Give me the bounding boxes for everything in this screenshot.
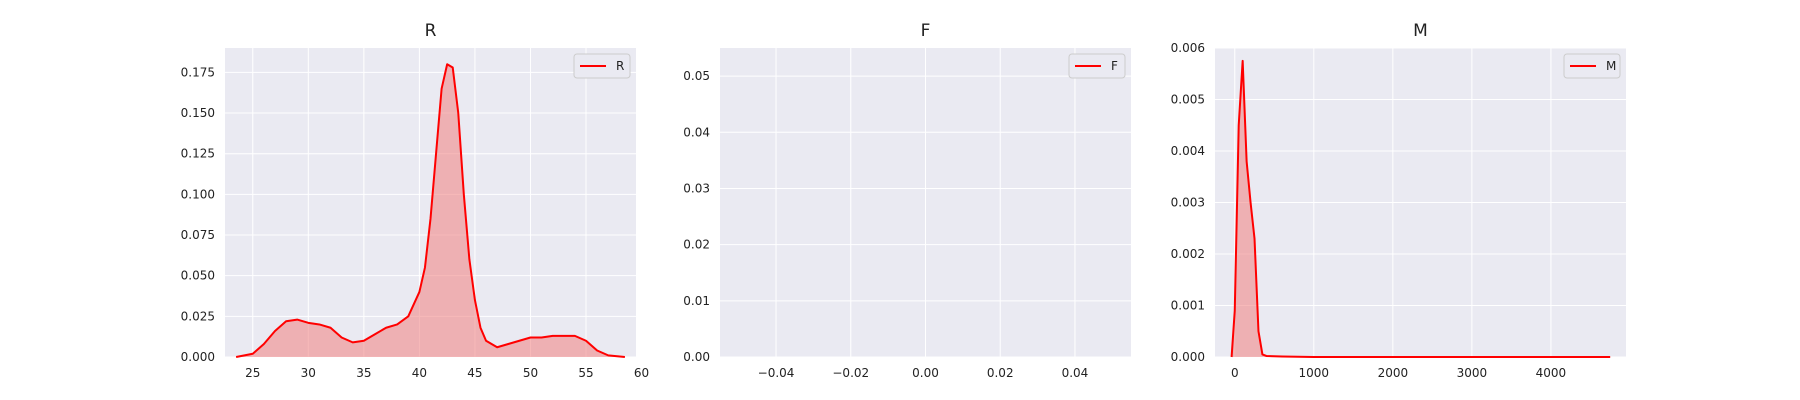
series-line-R bbox=[235, 63, 625, 358]
y-tick-label: 0.000 bbox=[181, 350, 215, 364]
series-line-M bbox=[1230, 59, 1611, 358]
x-tick-label: 55 bbox=[578, 366, 593, 380]
y-tick-label: 0.01 bbox=[683, 294, 710, 308]
x-tick-label: 45 bbox=[467, 366, 482, 380]
y-tick-label: 0.02 bbox=[683, 238, 710, 252]
x-tick-label: 40 bbox=[412, 366, 427, 380]
x-tick-label: 50 bbox=[523, 366, 538, 380]
y-tick-label: 0.002 bbox=[1171, 247, 1205, 261]
y-tick-label: 0.001 bbox=[1171, 299, 1205, 313]
y-tick-label: 0.006 bbox=[1171, 41, 1205, 55]
x-tick-label: −0.04 bbox=[758, 366, 795, 380]
y-tick-label: 0.075 bbox=[181, 228, 215, 242]
chart-title: F bbox=[921, 21, 931, 41]
y-tick-label: 0.000 bbox=[1171, 350, 1205, 364]
x-tick-label: 30 bbox=[301, 366, 316, 380]
legend-label: R bbox=[616, 59, 624, 73]
x-tick-label: 3000 bbox=[1457, 366, 1488, 380]
y-tick-label: 0.005 bbox=[1171, 93, 1205, 107]
chart-panel-0: 25 30 35 40 45 50 55 60 0.000 0.025 0.050 0.075 0.10… bbox=[181, 21, 650, 380]
y-tick-label: 0.100 bbox=[181, 187, 215, 201]
y-tick-label: 0.175 bbox=[181, 65, 215, 79]
legend-label: M bbox=[1606, 59, 1616, 73]
x-tick-label: 35 bbox=[356, 366, 371, 380]
y-tick-label: 0.003 bbox=[1171, 196, 1205, 210]
y-tick-label: 0.004 bbox=[1171, 144, 1205, 158]
y-tick-label: 0.025 bbox=[181, 309, 215, 323]
x-tick-label: 0.04 bbox=[1062, 366, 1089, 380]
chart-title: M bbox=[1413, 21, 1428, 41]
y-tick-label: 0.03 bbox=[683, 181, 710, 195]
series-area-R bbox=[236, 64, 625, 357]
chart-panel-1: −0.04 −0.02 0.00 0.02 0.04 0.00 0.01 0.02 0.03 0.… bbox=[683, 21, 1131, 380]
x-tick-label: 1000 bbox=[1299, 366, 1330, 380]
chart-panel-2: 0 1000 2000 3000 4000 0.000 0.001 0.002 0.003 0.0… bbox=[1171, 21, 1626, 380]
y-tick-label: 0.04 bbox=[683, 125, 710, 139]
x-tick-label: 60 bbox=[634, 366, 649, 380]
y-tick-label: 0.00 bbox=[683, 350, 710, 364]
x-tick-label: 0.00 bbox=[912, 366, 939, 380]
x-tick-label: 4000 bbox=[1536, 366, 1567, 380]
y-tick-label: 0.150 bbox=[181, 106, 215, 120]
y-tick-label: 0.050 bbox=[181, 269, 215, 283]
chart-title: R bbox=[425, 21, 437, 41]
x-tick-label: −0.02 bbox=[832, 366, 869, 380]
x-tick-label: 0 bbox=[1231, 366, 1239, 380]
x-tick-label: 0.02 bbox=[987, 366, 1014, 380]
legend-label: F bbox=[1111, 59, 1118, 73]
x-tick-label: 2000 bbox=[1378, 366, 1409, 380]
y-tick-label: 0.125 bbox=[181, 147, 215, 161]
y-tick-label: 0.05 bbox=[683, 69, 710, 83]
x-tick-label: 25 bbox=[245, 366, 260, 380]
